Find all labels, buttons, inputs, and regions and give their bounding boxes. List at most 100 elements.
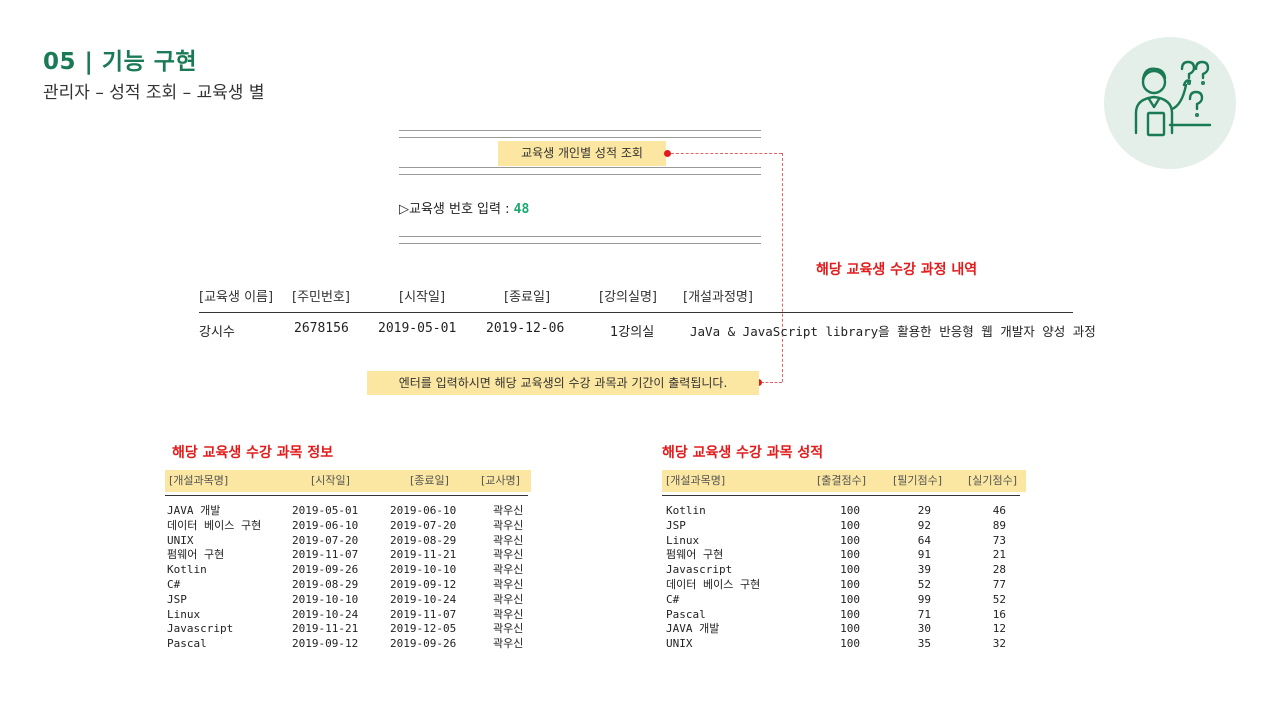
cell-ssn: 2678156 — [294, 321, 349, 336]
cell-end: 2019-10-10 — [390, 563, 457, 577]
cell-subject: 펌웨어 구현 — [167, 548, 225, 562]
cell-end: 2019-09-12 — [390, 578, 457, 591]
header-room: [강의실명] — [599, 290, 657, 305]
header-student-name: [교육생 이름] — [199, 290, 274, 305]
table-row: 펌웨어 구현 100 91 21 — [666, 547, 1036, 562]
cell-teacher: 곽우신 — [493, 637, 524, 651]
table-row: 펌웨어 구현 2019-11-07 2019-11-21 곽우신 — [167, 547, 537, 562]
connector-line — [761, 382, 782, 383]
cell-end: 2019-12-06 — [486, 321, 565, 336]
course-history-label: 해당 교육생 수강 과정 내역 — [816, 262, 978, 278]
cell-practical: 32 — [992, 637, 1006, 651]
cell-subject: 데이터 베이스 구현 — [666, 578, 761, 591]
header-teacher: [교사명] — [481, 474, 520, 487]
cell-attendance: 100 — [840, 607, 860, 621]
cell-attendance: 100 — [840, 622, 860, 636]
header-course: [개설과정명] — [683, 290, 753, 305]
cell-subject: Javascript — [666, 563, 733, 577]
cell-subject: C# — [666, 592, 680, 606]
cell-attendance: 100 — [840, 563, 860, 577]
cell-written: 30 — [917, 622, 931, 636]
console-separator — [399, 130, 761, 138]
cell-subject: Pascal — [167, 637, 207, 651]
table-row: Javascript 100 39 28 — [666, 562, 1036, 577]
cell-written: 99 — [917, 592, 931, 606]
cell-subject: Kotlin — [167, 563, 207, 577]
score-table-header: [개설과목명] [출결점수] [필기점수] [실기점수] — [662, 470, 1026, 492]
table-row: Linux 100 64 73 — [666, 533, 1036, 548]
table-row: UNIX 2019-07-20 2019-08-29 곽우신 — [167, 533, 537, 548]
cell-subject: Kotlin — [666, 504, 706, 517]
cell-start: 2019-06-10 — [292, 518, 359, 532]
annotation-dot — [664, 150, 671, 157]
table-row: 데이터 베이스 구현 100 52 77 — [666, 577, 1036, 592]
cell-subject: Linux — [666, 533, 700, 547]
cell-end: 2019-11-07 — [390, 607, 457, 621]
table-row: Javascript 2019-11-21 2019-12-05 곽우신 — [167, 621, 537, 636]
header-attendance: [출결점수] — [817, 474, 867, 487]
cell-subject: 펌웨어 구현 — [666, 548, 724, 562]
cell-attendance: 100 — [840, 637, 860, 651]
cell-written: 35 — [917, 637, 931, 651]
cell-attendance: 100 — [840, 518, 860, 532]
table-divider — [662, 495, 1020, 496]
cell-end: 2019-07-20 — [390, 518, 457, 532]
cell-start: 2019-07-20 — [292, 533, 359, 547]
cell-attendance: 100 — [840, 578, 860, 591]
table-row: C# 100 99 52 — [666, 592, 1036, 607]
cell-written: 52 — [917, 578, 931, 591]
cell-subject: UNIX — [666, 637, 693, 651]
header-end: [종료일] — [504, 290, 551, 305]
cell-teacher: 곽우신 — [493, 578, 524, 591]
cell-teacher: 곽우신 — [493, 548, 524, 562]
cell-attendance: 100 — [840, 592, 860, 606]
cell-start: 2019-10-10 — [292, 592, 359, 606]
table-row: JSP 100 92 89 — [666, 518, 1036, 533]
prompt-value: 48 — [513, 202, 530, 217]
cell-end: 2019-06-10 — [390, 504, 457, 517]
table-row: Pascal 100 71 16 — [666, 607, 1036, 622]
enter-message: 엔터를 입력하시면 해당 교육생의 수강 과목과 기간이 출력됩니다. — [367, 371, 759, 395]
cell-written: 39 — [917, 563, 931, 577]
cell-end: 2019-10-24 — [390, 592, 457, 606]
console-separator — [399, 236, 761, 244]
cell-attendance: 100 — [840, 548, 860, 562]
table-row: Pascal 2019-09-12 2019-09-26 곽우신 — [167, 636, 537, 651]
cell-practical: 12 — [992, 622, 1006, 636]
table-row: UNIX 100 35 32 — [666, 636, 1036, 651]
cell-end: 2019-09-26 — [390, 637, 457, 651]
cell-practical: 73 — [992, 533, 1006, 547]
cell-attendance: 100 — [840, 533, 860, 547]
header-subject: [개설과목명] — [666, 474, 726, 487]
cell-subject: UNIX — [167, 533, 194, 547]
table-row: Kotlin 100 29 46 — [666, 503, 1036, 518]
cell-written: 29 — [917, 504, 931, 517]
page-subtitle: 관리자 – 성적 조회 – 교육생 별 — [43, 83, 265, 103]
cell-practical: 46 — [992, 504, 1006, 517]
page-title: 05 | 기능 구현 — [43, 49, 198, 75]
student-number-prompt: ▷교육생 번호 입력 : 48 — [399, 198, 529, 217]
cell-subject: JSP — [167, 592, 187, 606]
cell-practical: 16 — [992, 607, 1006, 621]
cell-subject: C# — [167, 578, 181, 591]
cell-room: 1강의실 — [610, 325, 655, 340]
connector-line — [671, 153, 782, 154]
prompt-label: ▷교육생 번호 입력 : — [399, 202, 510, 217]
cell-subject: JAVA 개발 — [167, 504, 221, 517]
cell-teacher: 곽우신 — [493, 518, 524, 532]
cell-end: 2019-08-29 — [390, 533, 457, 547]
cell-end: 2019-12-05 — [390, 622, 457, 636]
cell-teacher: 곽우신 — [493, 533, 524, 547]
cell-written: 71 — [917, 607, 931, 621]
header-ssn: [주민번호] — [292, 290, 350, 305]
cell-practical: 28 — [992, 563, 1006, 577]
header-practical: [실기점수] — [968, 474, 1018, 487]
cell-course: JaVa & JavaScript library을 활용한 반응형 웹 개발자… — [690, 324, 1096, 339]
cell-end: 2019-11-21 — [390, 548, 457, 562]
cell-teacher: 곽우신 — [493, 607, 524, 621]
cell-start: 2019-09-26 — [292, 563, 359, 577]
table-row: C# 2019-08-29 2019-09-12 곽우신 — [167, 577, 537, 592]
subject-table-header: [개설과목명] [시작일] [종료일] [교사명] — [165, 470, 531, 492]
table-divider — [165, 495, 528, 496]
cell-attendance: 100 — [840, 504, 860, 517]
